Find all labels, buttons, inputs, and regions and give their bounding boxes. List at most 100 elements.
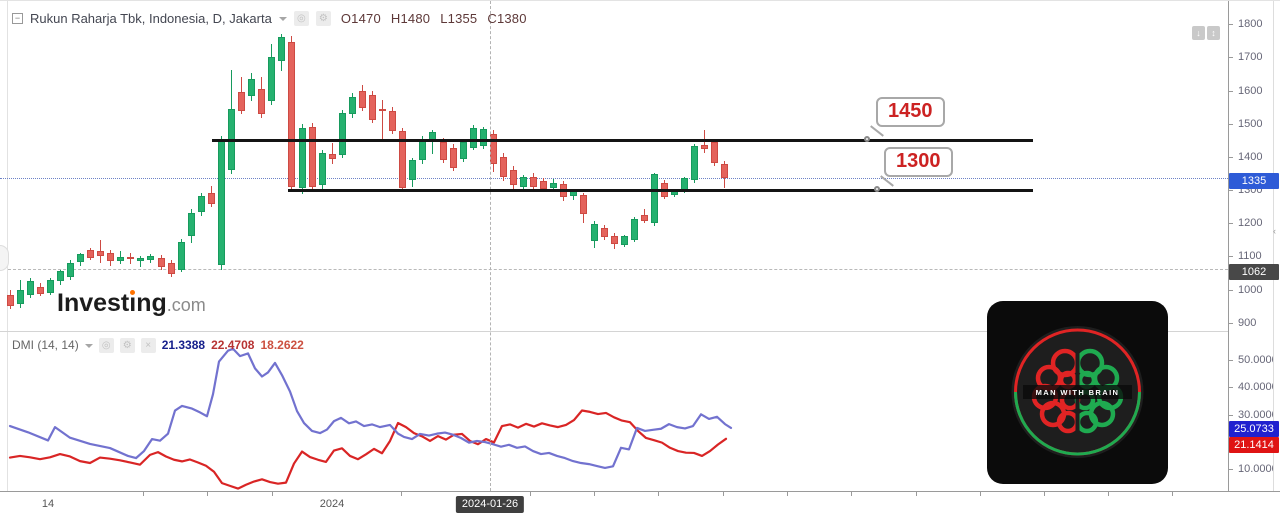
watermark-dotted-i: ı xyxy=(129,289,137,317)
candle-body xyxy=(650,174,658,224)
price-tick-label: 1100 xyxy=(1238,250,1262,263)
dmi-pane[interactable] xyxy=(0,331,1224,491)
candle-body xyxy=(580,195,588,214)
dmi-chevron-down-icon[interactable] xyxy=(84,344,93,348)
horizontal-level-line[interactable] xyxy=(288,188,1033,192)
watermark-text: Invest xyxy=(57,289,130,317)
chevron-left-icon[interactable]: ‹ xyxy=(1273,226,1276,236)
time-tick xyxy=(530,492,531,496)
watermark-text-2: ng xyxy=(136,289,167,317)
watermark-suffix: .com xyxy=(166,295,206,315)
time-axis-label: 14 xyxy=(41,498,55,510)
legend-collapse-icon[interactable]: − xyxy=(12,12,23,24)
crosshair-date-badge: 2024-01-26 xyxy=(455,496,525,513)
candle-body xyxy=(177,242,185,271)
plus-di-line xyxy=(8,347,733,470)
chart-left-border xyxy=(7,1,8,491)
candle-body xyxy=(520,177,528,187)
level-callout-label[interactable]: 1450 xyxy=(876,97,945,127)
time-tick xyxy=(143,492,144,496)
price-tick xyxy=(1229,289,1233,291)
price-tick-label: 900 xyxy=(1238,316,1257,329)
candle-body xyxy=(207,192,215,204)
time-tick xyxy=(723,492,724,496)
dmi-eye-icon[interactable]: ◎ xyxy=(98,337,114,353)
price-tick-label: 1200 xyxy=(1238,217,1263,230)
candle-body xyxy=(419,139,427,161)
levels-layer: 1450 1300 xyxy=(0,1,1224,331)
candle-body xyxy=(389,110,397,132)
settings-gear-icon[interactable]: ⚙ xyxy=(315,10,331,26)
candle-body xyxy=(117,257,125,262)
dmi-legend: DMI (14, 14) ◎ ⚙ × 21.3388 22.4708 18.26… xyxy=(12,337,304,353)
level-anchor-dot[interactable] xyxy=(874,186,880,193)
candle-body xyxy=(691,146,699,181)
minus-di-line xyxy=(8,409,728,490)
candle-body xyxy=(87,250,95,259)
candle-body xyxy=(499,156,507,177)
axis-price-badge: 25.0733 xyxy=(1229,421,1279,437)
candle-body xyxy=(147,256,155,260)
candle-body xyxy=(97,251,105,257)
price-tick xyxy=(1229,24,1233,26)
price-tick xyxy=(1229,90,1233,92)
time-tick xyxy=(401,492,402,496)
candle-body xyxy=(248,78,256,96)
time-tick xyxy=(980,492,981,496)
candle-body xyxy=(469,128,477,148)
dmi-tick-label: 30.0000 xyxy=(1238,408,1278,421)
candle-body xyxy=(46,279,54,293)
ohlc-open: O1470 xyxy=(340,10,381,26)
dmi-close-icon[interactable]: × xyxy=(140,337,156,353)
pane-separator[interactable] xyxy=(0,331,1280,332)
price-axis[interactable]: 1800 1700 1600 1500 1400 1300 1200 1100 1000 900 5… xyxy=(1228,1,1278,491)
dashed-level-line-1062[interactable] xyxy=(8,268,1228,270)
candle-body xyxy=(348,96,356,114)
price-tick xyxy=(1229,156,1233,158)
dmi-title[interactable]: DMI (14, 14) xyxy=(12,338,79,352)
scale-updown-arrow-button[interactable]: ↕ xyxy=(1207,26,1220,40)
time-tick xyxy=(916,492,917,496)
price-tick-label: 1400 xyxy=(1238,150,1263,163)
ohlc-low: L1355 xyxy=(440,10,478,26)
price-pane[interactable]: Investıng.com 1450 1300 xyxy=(0,1,1228,331)
candle-body xyxy=(640,215,648,221)
dmi-gear-icon[interactable]: ⚙ xyxy=(119,337,135,353)
level-anchor-dot[interactable] xyxy=(864,136,870,143)
candle-body xyxy=(338,113,346,156)
candle-body xyxy=(167,263,175,274)
candle-body xyxy=(127,257,135,260)
price-tick xyxy=(1229,223,1233,225)
price-tick-label: 1700 xyxy=(1238,51,1263,64)
candle-body xyxy=(358,90,366,108)
man-with-brain-logo: MAN WITH BRAIN xyxy=(987,301,1168,484)
candle-body xyxy=(258,88,266,115)
symbol-title[interactable]: Rukun Raharja Tbk, Indonesia, D, Jakarta xyxy=(30,10,272,26)
current-price-line xyxy=(0,178,1228,180)
ohlc-high: H1480 xyxy=(390,10,431,26)
horizontal-level-line[interactable] xyxy=(212,138,1033,142)
candle-body xyxy=(459,142,467,159)
time-tick xyxy=(207,492,208,496)
candle-body xyxy=(590,223,598,242)
candle-body xyxy=(439,142,447,160)
candle-body xyxy=(630,218,638,240)
candle-body xyxy=(530,176,538,188)
dmi-plus-di-value: 22.4708 xyxy=(211,338,255,352)
level-callout-label[interactable]: 1300 xyxy=(884,147,953,177)
chevron-down-icon[interactable] xyxy=(278,17,287,21)
candle-body xyxy=(187,212,195,237)
candle-body xyxy=(379,108,387,112)
investing-watermark: Investıng.com xyxy=(57,289,206,318)
scale-down-arrow-button[interactable]: ↓ xyxy=(1192,26,1205,40)
candle-body xyxy=(76,254,84,263)
dmi-tick xyxy=(1229,387,1233,389)
visibility-eye-icon[interactable]: ◎ xyxy=(293,10,309,26)
time-axis[interactable]: 2024-01-26 14 2024 xyxy=(0,491,1280,515)
candle-body xyxy=(701,144,709,149)
candle-body xyxy=(600,227,608,238)
price-tick-label: 1500 xyxy=(1238,117,1263,130)
ohlc-close: C1380 xyxy=(487,10,527,26)
time-tick xyxy=(272,492,273,496)
